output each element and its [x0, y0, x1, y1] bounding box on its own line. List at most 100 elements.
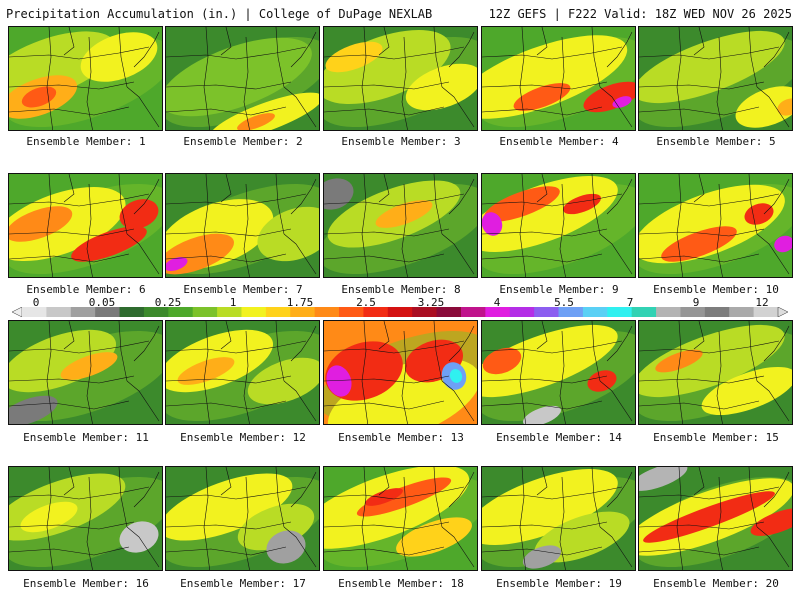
colorbar-tick-label: 1: [229, 296, 237, 309]
state-border-line: [203, 321, 211, 424]
ensemble-member-map-10: [638, 173, 793, 278]
state-border-line: [63, 27, 75, 56]
precip-contour: [643, 491, 775, 543]
precip-contour: [375, 200, 433, 228]
ensemble-member-map-5: [638, 26, 793, 131]
state-border-line: [482, 340, 623, 354]
state-border-line: [639, 253, 760, 263]
state-border-line: [606, 178, 633, 215]
ensemble-member-map-12: [165, 320, 320, 425]
state-border-line: [591, 174, 601, 235]
state-border-line: [482, 81, 608, 90]
precip-field: [482, 467, 635, 570]
state-border-line: [536, 174, 548, 203]
state-border-line: [639, 340, 780, 354]
colorbar-segment: [729, 307, 755, 317]
state-border-line: [441, 86, 475, 128]
colorbar-segment: [265, 307, 291, 317]
state-border-line: [275, 174, 285, 235]
state-border-line: [9, 486, 150, 500]
ensemble-member-label: Ensemble Member: 9: [499, 283, 619, 296]
state-border-line: [763, 325, 790, 362]
colorbar-segment: [119, 307, 145, 317]
ensemble-member-label: Ensemble Member: 4: [499, 135, 619, 148]
precip-contour: [639, 467, 688, 491]
precip-field: [9, 174, 162, 277]
state-border-line: [441, 526, 475, 568]
precip-field: [639, 27, 792, 130]
state-border-line: [639, 228, 765, 237]
ensemble-member-label: Ensemble Member: 10: [653, 283, 779, 296]
state-border-line: [203, 174, 211, 277]
state-borders: [324, 467, 475, 570]
ensemble-member-map-8: [323, 173, 478, 278]
ensemble-member-map-3: [323, 26, 478, 131]
precip-contour: [365, 488, 403, 506]
state-border-line: [133, 325, 160, 362]
colorbar-tick-label: 0: [32, 296, 40, 309]
state-borders: [166, 467, 317, 570]
state-border-line: [118, 467, 128, 528]
ensemble-member-map-19: [481, 466, 636, 571]
state-border-line: [676, 321, 684, 424]
ensemble-member-map-6: [8, 173, 163, 278]
state-borders: [166, 321, 317, 424]
state-border-line: [378, 467, 390, 496]
ensemble-member-label: Ensemble Member: 12: [180, 431, 306, 444]
state-borders: [639, 27, 790, 130]
ensemble-member-map-11: [8, 320, 163, 425]
state-border-line: [324, 521, 450, 530]
state-borders: [482, 467, 633, 570]
precip-band: [9, 476, 162, 568]
ensemble-member-map-7: [165, 173, 320, 278]
state-border-line: [46, 321, 54, 424]
state-border-line: [693, 321, 705, 350]
state-border-line: [203, 27, 211, 130]
colorbar-tick-label: 3.25: [417, 296, 445, 309]
precip-field: [639, 321, 792, 424]
state-borders: [324, 27, 475, 130]
state-border-line: [118, 174, 128, 235]
state-border-line: [126, 380, 160, 422]
state-border-line: [166, 400, 287, 410]
ensemble-member-map-2: [165, 26, 320, 131]
state-border-line: [86, 183, 93, 277]
state-border-line: [441, 380, 475, 422]
state-borders: [9, 467, 160, 570]
state-border-line: [606, 325, 633, 362]
state-border-line: [63, 321, 75, 350]
state-border-line: [639, 400, 760, 410]
precip-contour: [9, 31, 116, 103]
colorbar-segment: [412, 307, 438, 317]
state-border-line: [118, 27, 128, 88]
state-border-line: [166, 228, 292, 237]
precip-contour: [482, 324, 618, 398]
state-border-line: [220, 321, 232, 350]
colorbar-segment: [46, 307, 72, 317]
colorbar-segment: [753, 307, 779, 317]
precip-contour: [482, 347, 522, 375]
precip-contour: [655, 349, 703, 373]
precip-field: [324, 174, 477, 277]
state-border-line: [361, 467, 369, 570]
state-border-line: [639, 193, 780, 207]
state-border-line: [606, 471, 633, 508]
colorbar-segment: [680, 307, 706, 317]
state-border-line: [536, 467, 548, 496]
state-border-line: [448, 471, 475, 508]
ensemble-member-label: Ensemble Member: 13: [338, 431, 464, 444]
precip-field: [482, 174, 635, 277]
precip-field: [324, 321, 477, 424]
precip-field: [482, 27, 635, 130]
colorbar-tick-label: 1.75: [286, 296, 314, 309]
state-border-line: [599, 526, 633, 568]
state-borders: [639, 467, 790, 570]
colorbar-segment: [241, 307, 267, 317]
state-border-line: [763, 31, 790, 68]
state-border-line: [324, 400, 445, 410]
state-border-line: [324, 81, 450, 90]
state-border-line: [133, 178, 160, 215]
ensemble-member-label: Ensemble Member: 7: [183, 283, 303, 296]
state-border-line: [166, 193, 307, 207]
state-border-line: [756, 86, 790, 128]
